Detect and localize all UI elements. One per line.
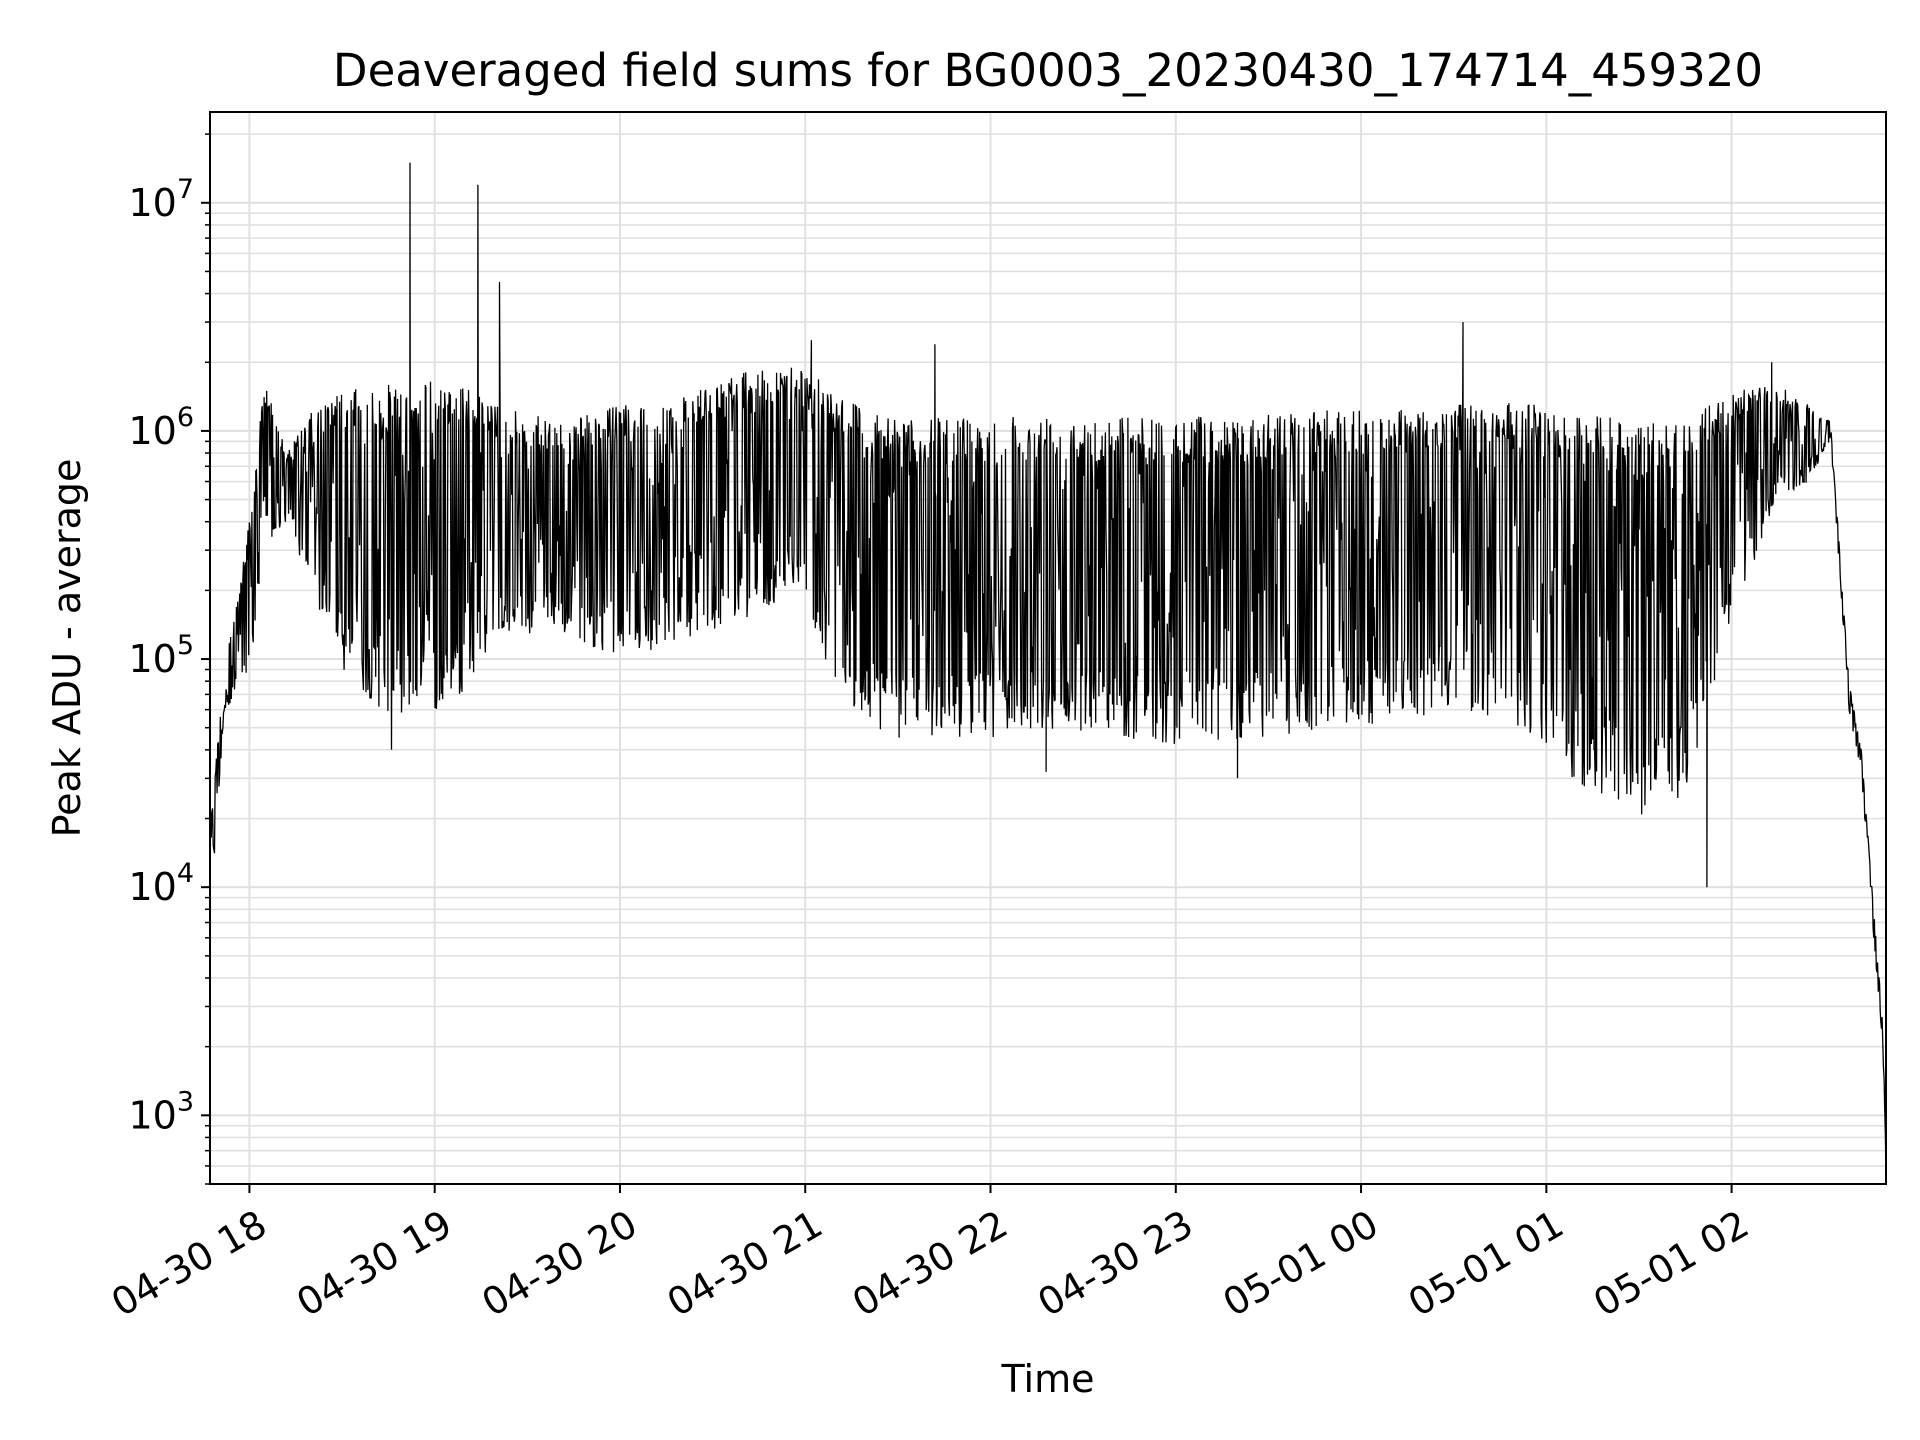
series-line xyxy=(210,162,1886,1182)
y-tick-label: 103 xyxy=(128,1086,194,1137)
y-tick-label: 105 xyxy=(128,630,194,681)
plot-frame xyxy=(209,111,1887,1185)
series-group xyxy=(210,162,1886,1182)
chart-title: Deaveraged field sums for BG0003_2023043… xyxy=(333,44,1763,97)
y-tick-label: 104 xyxy=(128,858,194,909)
y-tick-label: 107 xyxy=(128,174,194,225)
plot-area xyxy=(210,162,1886,1182)
y-axis: 103 104 105 106 107 xyxy=(128,174,210,1137)
y-axis-label: Peak ADU - average xyxy=(45,459,89,838)
y-tick-label: 106 xyxy=(128,402,194,453)
x-axis-label: Time xyxy=(1001,1357,1095,1401)
